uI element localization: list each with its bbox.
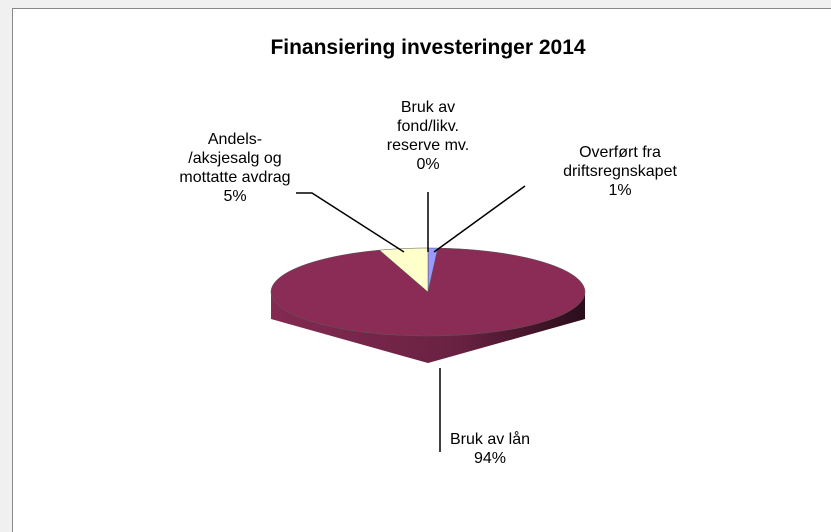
data-value-label: 0% — [416, 156, 440, 173]
chart-title: Finansiering investeringer 2014 — [270, 36, 586, 59]
data-value-label: 5% — [223, 188, 247, 205]
slice-side — [271, 292, 585, 363]
slice — [378, 247, 429, 293]
data-label: Bruk av lån — [449, 431, 531, 448]
data-label: Overført fra driftsregnskapet — [563, 144, 677, 180]
data-label: Bruk av fond/likv. reserve mv. — [386, 99, 470, 154]
leader-line — [296, 192, 405, 253]
data-label: Andels- /aksjesalg og mottatte avdrag — [179, 131, 291, 186]
leader-line — [433, 185, 526, 253]
data-value-label: 94% — [473, 450, 507, 467]
data-value-label: 1% — [608, 182, 632, 199]
slice-side-shade — [271, 292, 585, 363]
